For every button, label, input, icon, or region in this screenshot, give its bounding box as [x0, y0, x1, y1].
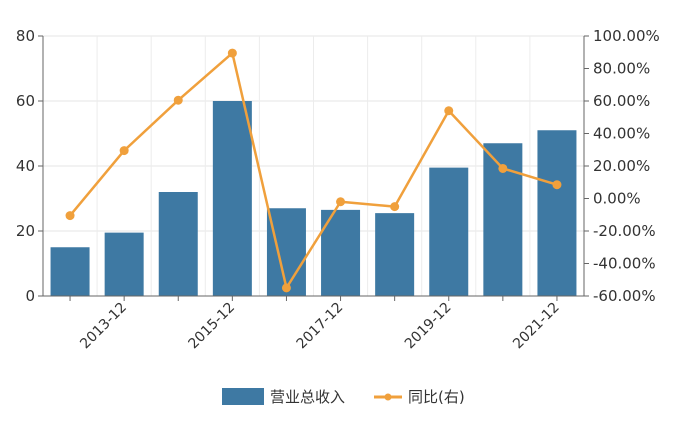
- right-tick-label: 20.00%: [593, 157, 650, 175]
- left-tick-label: 80: [16, 27, 35, 45]
- right-tick-label: -60.00%: [593, 287, 656, 305]
- bar: [266, 208, 306, 296]
- bar: [158, 192, 198, 296]
- line-path: [69, 51, 558, 290]
- line-point: [444, 106, 454, 116]
- right-tick-label: 60.00%: [593, 92, 650, 110]
- line-point: [498, 163, 508, 173]
- bar: [212, 101, 252, 296]
- bar-series: [50, 101, 577, 296]
- left-tick-label: 0: [25, 287, 35, 305]
- right-tick-label: -40.00%: [593, 255, 656, 273]
- line-point: [552, 180, 562, 190]
- line-point: [390, 202, 400, 212]
- line-point: [281, 283, 291, 293]
- legend-line-marker: [384, 393, 392, 401]
- x-tick-label: 2015-12: [185, 300, 238, 353]
- right-tick-label: 0.00%: [593, 190, 641, 208]
- legend-bar-label: 营业总收入: [270, 388, 345, 406]
- legend-line-label: 同比(右): [408, 388, 465, 406]
- legend-bar-swatch: [222, 388, 264, 405]
- x-tick-label: 2013-12: [77, 300, 130, 353]
- x-tick-label: 2019-12: [402, 300, 455, 353]
- right-tick-label: 40.00%: [593, 125, 650, 143]
- left-tick-label: 20: [16, 222, 35, 240]
- right-axis-tick-labels: -60.00% -40.00% -20.00% 0.00% 20.00% 40.00% 60…: [584, 27, 660, 305]
- line-point: [173, 95, 183, 105]
- bar: [104, 232, 144, 296]
- left-tick-label: 60: [16, 92, 35, 110]
- x-tick-label: 2017-12: [294, 300, 347, 353]
- line-point: [65, 211, 75, 221]
- legend: 营业总收入 同比(右): [222, 388, 465, 406]
- bar: [375, 213, 415, 296]
- x-tick-label: 2021-12: [510, 300, 563, 353]
- right-tick-label: 80.00%: [593, 60, 650, 78]
- bar: [50, 247, 90, 296]
- right-tick-label: -20.00%: [593, 222, 656, 240]
- x-axis-tick-labels: 2013-12 2015-12 2017-12 2019-12 2021-12: [69, 296, 563, 353]
- right-tick-label: 100.00%: [593, 27, 660, 45]
- bar: [537, 130, 577, 296]
- left-axis-tick-labels: 0 20 40 60 80: [16, 27, 43, 305]
- line-point: [336, 197, 346, 207]
- bar: [429, 167, 469, 296]
- line-point: [227, 48, 237, 58]
- line-point: [119, 146, 129, 156]
- left-tick-label: 40: [16, 157, 35, 175]
- line-series: [65, 48, 562, 293]
